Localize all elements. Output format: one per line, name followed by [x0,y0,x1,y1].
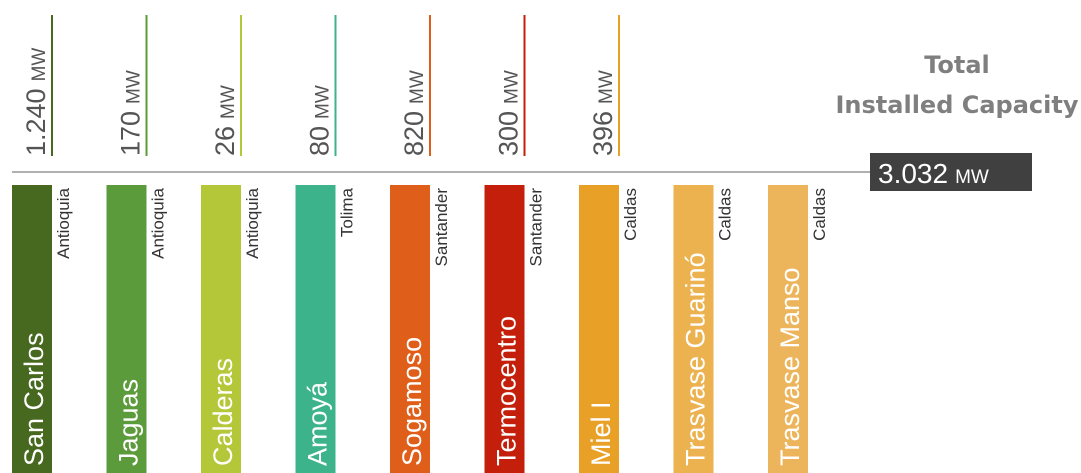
capacity-number: 80 [305,126,335,156]
plant-region: Caldas [810,188,829,241]
capacity-number: 170 [116,111,146,156]
capacity-unit: MW [596,70,617,104]
plant-bar [768,185,808,473]
plant-region: Santander [527,188,546,267]
total-title: Total [924,51,990,79]
plant-name: Sogamoso [397,337,427,466]
total-box [870,153,1032,191]
capacity-unit: MW [29,48,50,82]
capacity-number: 26 [210,126,240,156]
plant-name: San Carlos [19,332,49,466]
plant-name: Trasvase Guarinó [681,252,711,466]
plant-bar [390,185,430,473]
plant-bar [579,185,619,473]
plant-name: Amoyá [303,381,333,466]
plant-name: Calderas [208,358,238,466]
capacity-number: 820 [399,111,429,156]
plant-name: Termocentro [492,316,522,466]
capacity-number: 396 [588,111,618,156]
plant-bar [106,185,147,473]
total-value: 3.032 MW [878,158,989,189]
plant-region: Santander [432,188,451,267]
plant-region: Antioquia [149,187,168,258]
plant-bar [673,185,714,473]
capacity: 26 MW [210,85,240,156]
plant-name: Jaguas [114,379,144,466]
plant-region: Caldas [621,188,640,241]
plant-region: Tolima [338,187,357,237]
capacity: 170 MW [116,70,146,156]
capacity-unit: MW [124,70,145,104]
plant-region: Antioquia [243,187,262,258]
plant-region: Antioquia [54,187,73,258]
capacity-unit: MW [502,70,523,104]
plant-bar [201,185,241,473]
plant-bar [484,185,525,473]
total-unit: MW [955,167,989,188]
capacity-unit: MW [218,85,239,119]
capacity-unit: MW [407,70,428,104]
capacity-unit: MW [313,85,334,119]
capacity: 300 MW [494,70,524,156]
plant-name: Miel I [586,401,616,466]
plant-bar [295,185,336,473]
capacity: 396 MW [588,70,618,156]
total-number: 3.032 [878,158,948,189]
plant-name: Trasvase Manso [775,267,805,466]
plant-region: Caldas [716,188,735,241]
total-title: Installed Capacity [836,91,1079,119]
plant-bar [12,185,52,473]
capacity: 80 MW [305,85,335,156]
capacity-number: 300 [494,111,524,156]
capacity: 820 MW [399,70,429,156]
capacity: 1.240 MW [21,48,51,156]
capacity-number: 1.240 [21,88,51,156]
